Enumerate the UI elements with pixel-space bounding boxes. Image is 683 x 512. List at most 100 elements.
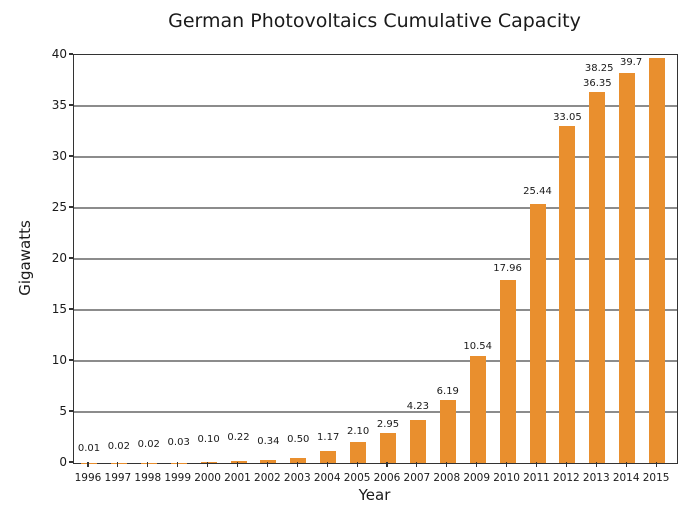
y-tick-label-10: 10 <box>51 352 67 367</box>
bar-value-label-2007: 4.23 <box>406 400 430 412</box>
x-tick-label-2012: 2012 <box>553 472 580 484</box>
y-tick-label-30: 30 <box>51 148 67 163</box>
x-tick-mark-2014 <box>625 462 627 467</box>
bar-2015 <box>649 58 666 463</box>
x-tick-mark-1997 <box>117 462 119 467</box>
x-tick-mark-2002 <box>266 462 268 467</box>
x-tick-mark-1998 <box>147 462 149 467</box>
gridline-15 <box>74 309 677 311</box>
x-tick-mark-2004 <box>326 462 328 467</box>
x-tick-label-2015: 2015 <box>642 472 670 484</box>
x-tick-mark-2011 <box>535 462 538 467</box>
bar-value-label-1996: 0.01 <box>77 442 101 454</box>
gridline-10 <box>74 360 677 362</box>
y-tick-label-5: 5 <box>59 403 67 418</box>
bar-value-label-1999: 0.03 <box>167 436 190 448</box>
bar-2006 <box>380 432 396 463</box>
y-tick-mark-30 <box>68 155 73 157</box>
gridline-5 <box>74 411 677 413</box>
bar-2007 <box>409 419 426 463</box>
gridline-35 <box>74 105 677 107</box>
bar-value-label-2001: 0.22 <box>227 431 250 443</box>
y-tick-mark-0 <box>68 461 73 463</box>
y-tick-label-0: 0 <box>59 454 67 469</box>
bar-value-label-2004: 1.17 <box>317 432 340 444</box>
gridline-30 <box>74 156 677 158</box>
y-axis-label: Gigawatts <box>16 220 34 296</box>
bar-2005 <box>350 441 367 463</box>
bar-2002 <box>260 459 277 463</box>
gridline-25 <box>74 207 677 209</box>
bar-2000 <box>200 461 217 463</box>
bar-value-label-2006: 2.95 <box>376 418 400 430</box>
y-tick-mark-10 <box>68 359 73 361</box>
y-tick-mark-35 <box>68 104 73 106</box>
x-tick-label-2006: 2006 <box>373 472 401 484</box>
bar-value-label-2000: 0.10 <box>197 433 220 445</box>
x-tick-label-2004: 2004 <box>313 472 341 484</box>
bar-value-label-2012: 33.05 <box>553 111 582 123</box>
x-tick-mark-2015 <box>655 462 657 467</box>
bar-2004 <box>320 451 337 463</box>
x-tick-label-2011: 2011 <box>523 472 550 484</box>
bar-value-label-2005: 2.10 <box>346 425 370 437</box>
bar-value-label-2011: 25.44 <box>523 185 552 197</box>
bar-value-label-2014: 38.25 <box>584 62 614 74</box>
x-axis-label: Year <box>358 486 391 504</box>
bar-value-label-2009: 10.54 <box>463 341 492 353</box>
x-tick-mark-2013 <box>595 462 597 467</box>
x-tick-label-2002: 2002 <box>254 472 281 484</box>
bar-value-label-2010: 17.96 <box>493 262 522 274</box>
y-tick-label-25: 25 <box>51 199 67 214</box>
bar-2008 <box>439 399 456 463</box>
y-tick-label-15: 15 <box>51 301 67 316</box>
bar-2003 <box>290 457 307 463</box>
x-tick-mark-2005 <box>356 462 358 467</box>
x-tick-mark-2012 <box>565 462 567 467</box>
bar-2013 <box>589 92 606 463</box>
x-tick-label-2008: 2008 <box>433 472 461 484</box>
x-tick-mark-2009 <box>476 462 478 467</box>
x-tick-label-2003: 2003 <box>283 472 311 484</box>
y-tick-label-35: 35 <box>51 97 67 112</box>
bar-2014 <box>619 72 636 463</box>
x-tick-label-2009: 2009 <box>463 472 491 484</box>
y-tick-label-20: 20 <box>51 250 67 265</box>
x-tick-label-2007: 2007 <box>403 472 431 484</box>
chart-title: German Photovoltaics Cumulative Capacity <box>168 10 581 32</box>
x-tick-label-2000: 2000 <box>194 472 221 484</box>
bar-value-label-1997: 0.02 <box>107 440 131 452</box>
bar-value-label-2002: 0.34 <box>257 435 280 447</box>
bar-value-label-2015: 39.7 <box>619 57 643 69</box>
bar-2010 <box>499 279 516 463</box>
bar-2012 <box>559 125 576 463</box>
x-tick-label-2013: 2013 <box>582 472 610 484</box>
x-tick-mark-2001 <box>236 462 239 467</box>
bar-value-label-2008: 6.19 <box>436 385 459 397</box>
y-tick-mark-15 <box>68 308 73 310</box>
y-tick-mark-40 <box>68 53 73 55</box>
x-tick-label-2001: 2001 <box>224 472 251 484</box>
y-tick-label-40: 40 <box>51 46 67 61</box>
x-tick-mark-2003 <box>296 462 298 467</box>
x-tick-label-1998: 1998 <box>134 472 162 484</box>
x-tick-label-2014: 2014 <box>612 472 640 484</box>
x-tick-label-2005: 2005 <box>343 472 371 484</box>
x-tick-label-1996: 1996 <box>74 472 102 484</box>
x-tick-mark-1999 <box>177 462 179 467</box>
gridline-20 <box>74 258 677 260</box>
bar-value-label-2003: 0.50 <box>287 433 310 445</box>
x-tick-label-1997: 1997 <box>104 472 132 484</box>
x-tick-label-2010: 2010 <box>493 472 520 484</box>
bar-value-label-2013: 36.35 <box>582 78 612 90</box>
x-tick-label-1999: 1999 <box>164 472 192 484</box>
plot-area: 0.01 0.02 0.02 0.03 0.10 0.22 0.34 0.50 1.17 2.10… <box>73 54 678 464</box>
x-tick-mark-2006 <box>386 462 388 467</box>
x-tick-mark-1996 <box>87 462 89 467</box>
y-tick-mark-25 <box>68 206 73 208</box>
bar-value-label-1998: 0.02 <box>137 438 160 450</box>
bar-2011 <box>529 203 546 463</box>
bar-2001 <box>230 460 247 463</box>
y-tick-mark-20 <box>68 257 73 259</box>
